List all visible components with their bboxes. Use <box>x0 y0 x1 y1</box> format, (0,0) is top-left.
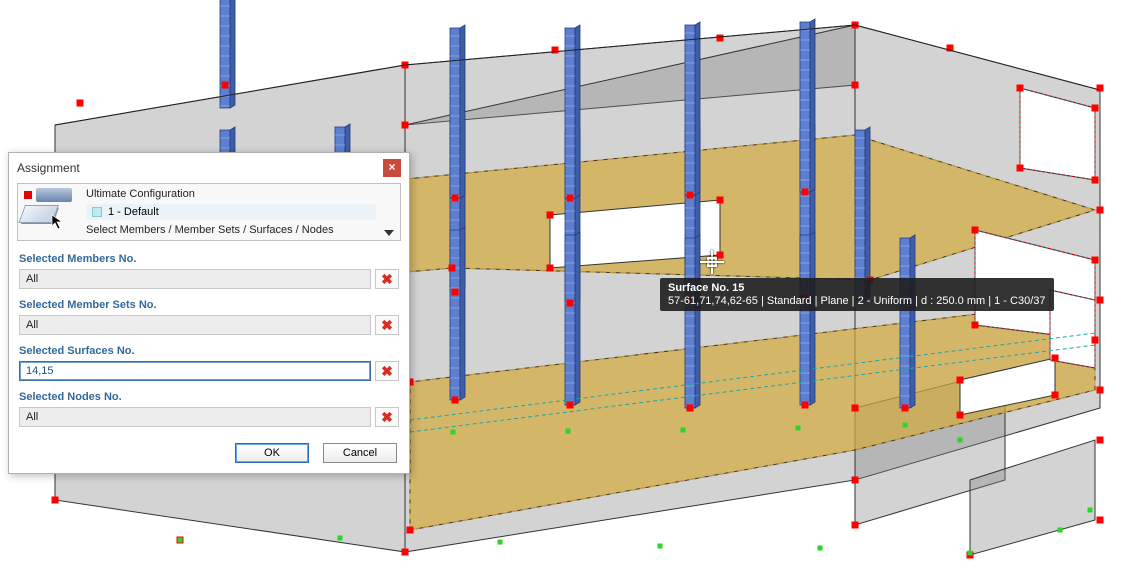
surface-tooltip: Surface No. 15 57-61,71,74,62-65 | Stand… <box>660 278 1054 311</box>
active-flag-icon <box>24 191 32 199</box>
chevron-down-icon[interactable] <box>384 230 394 236</box>
cancel-button[interactable]: Cancel <box>323 443 397 463</box>
dialog-title: Assignment <box>17 161 80 175</box>
members-clear-button[interactable]: ✖ <box>375 269 399 289</box>
assignment-dialog: Assignment × Ultimate <box>8 152 410 474</box>
select-surfaces-icon <box>24 204 64 228</box>
tooltip-title: Surface No. 15 <box>668 282 1046 294</box>
x-icon: ✖ <box>381 364 393 378</box>
config-color-swatch <box>92 207 102 217</box>
x-icon: ✖ <box>381 410 393 424</box>
select-instruction: Select Members / Member Sets / Surfaces … <box>86 224 376 236</box>
config-type-label: Ultimate Configuration <box>86 188 376 200</box>
x-icon: ✖ <box>381 272 393 286</box>
group-label-members: Selected Members No. <box>19 253 399 265</box>
surfaces-input[interactable]: 14,15 <box>19 361 371 381</box>
members-input[interactable]: All <box>19 269 371 289</box>
close-icon[interactable]: × <box>383 159 401 177</box>
group-label-surfaces: Selected Surfaces No. <box>19 345 399 357</box>
ok-button[interactable]: OK <box>235 443 309 463</box>
x-icon: ✖ <box>381 318 393 332</box>
tooltip-detail: 57-61,71,74,62-65 | Standard | Plane | 2… <box>668 295 1046 307</box>
nodes-input[interactable]: All <box>19 407 371 427</box>
surfaces-clear-button[interactable]: ✖ <box>375 361 399 381</box>
nodes-clear-button[interactable]: ✖ <box>375 407 399 427</box>
membersets-clear-button[interactable]: ✖ <box>375 315 399 335</box>
group-label-membersets: Selected Member Sets No. <box>19 299 399 311</box>
dialog-header-block: Ultimate Configuration 1 - Default Selec… <box>17 183 401 241</box>
group-label-nodes: Selected Nodes No. <box>19 391 399 403</box>
beam-icon <box>36 188 72 202</box>
membersets-input[interactable]: All <box>19 315 371 335</box>
config-name: 1 - Default <box>108 206 159 218</box>
config-row[interactable]: 1 - Default <box>86 204 376 220</box>
